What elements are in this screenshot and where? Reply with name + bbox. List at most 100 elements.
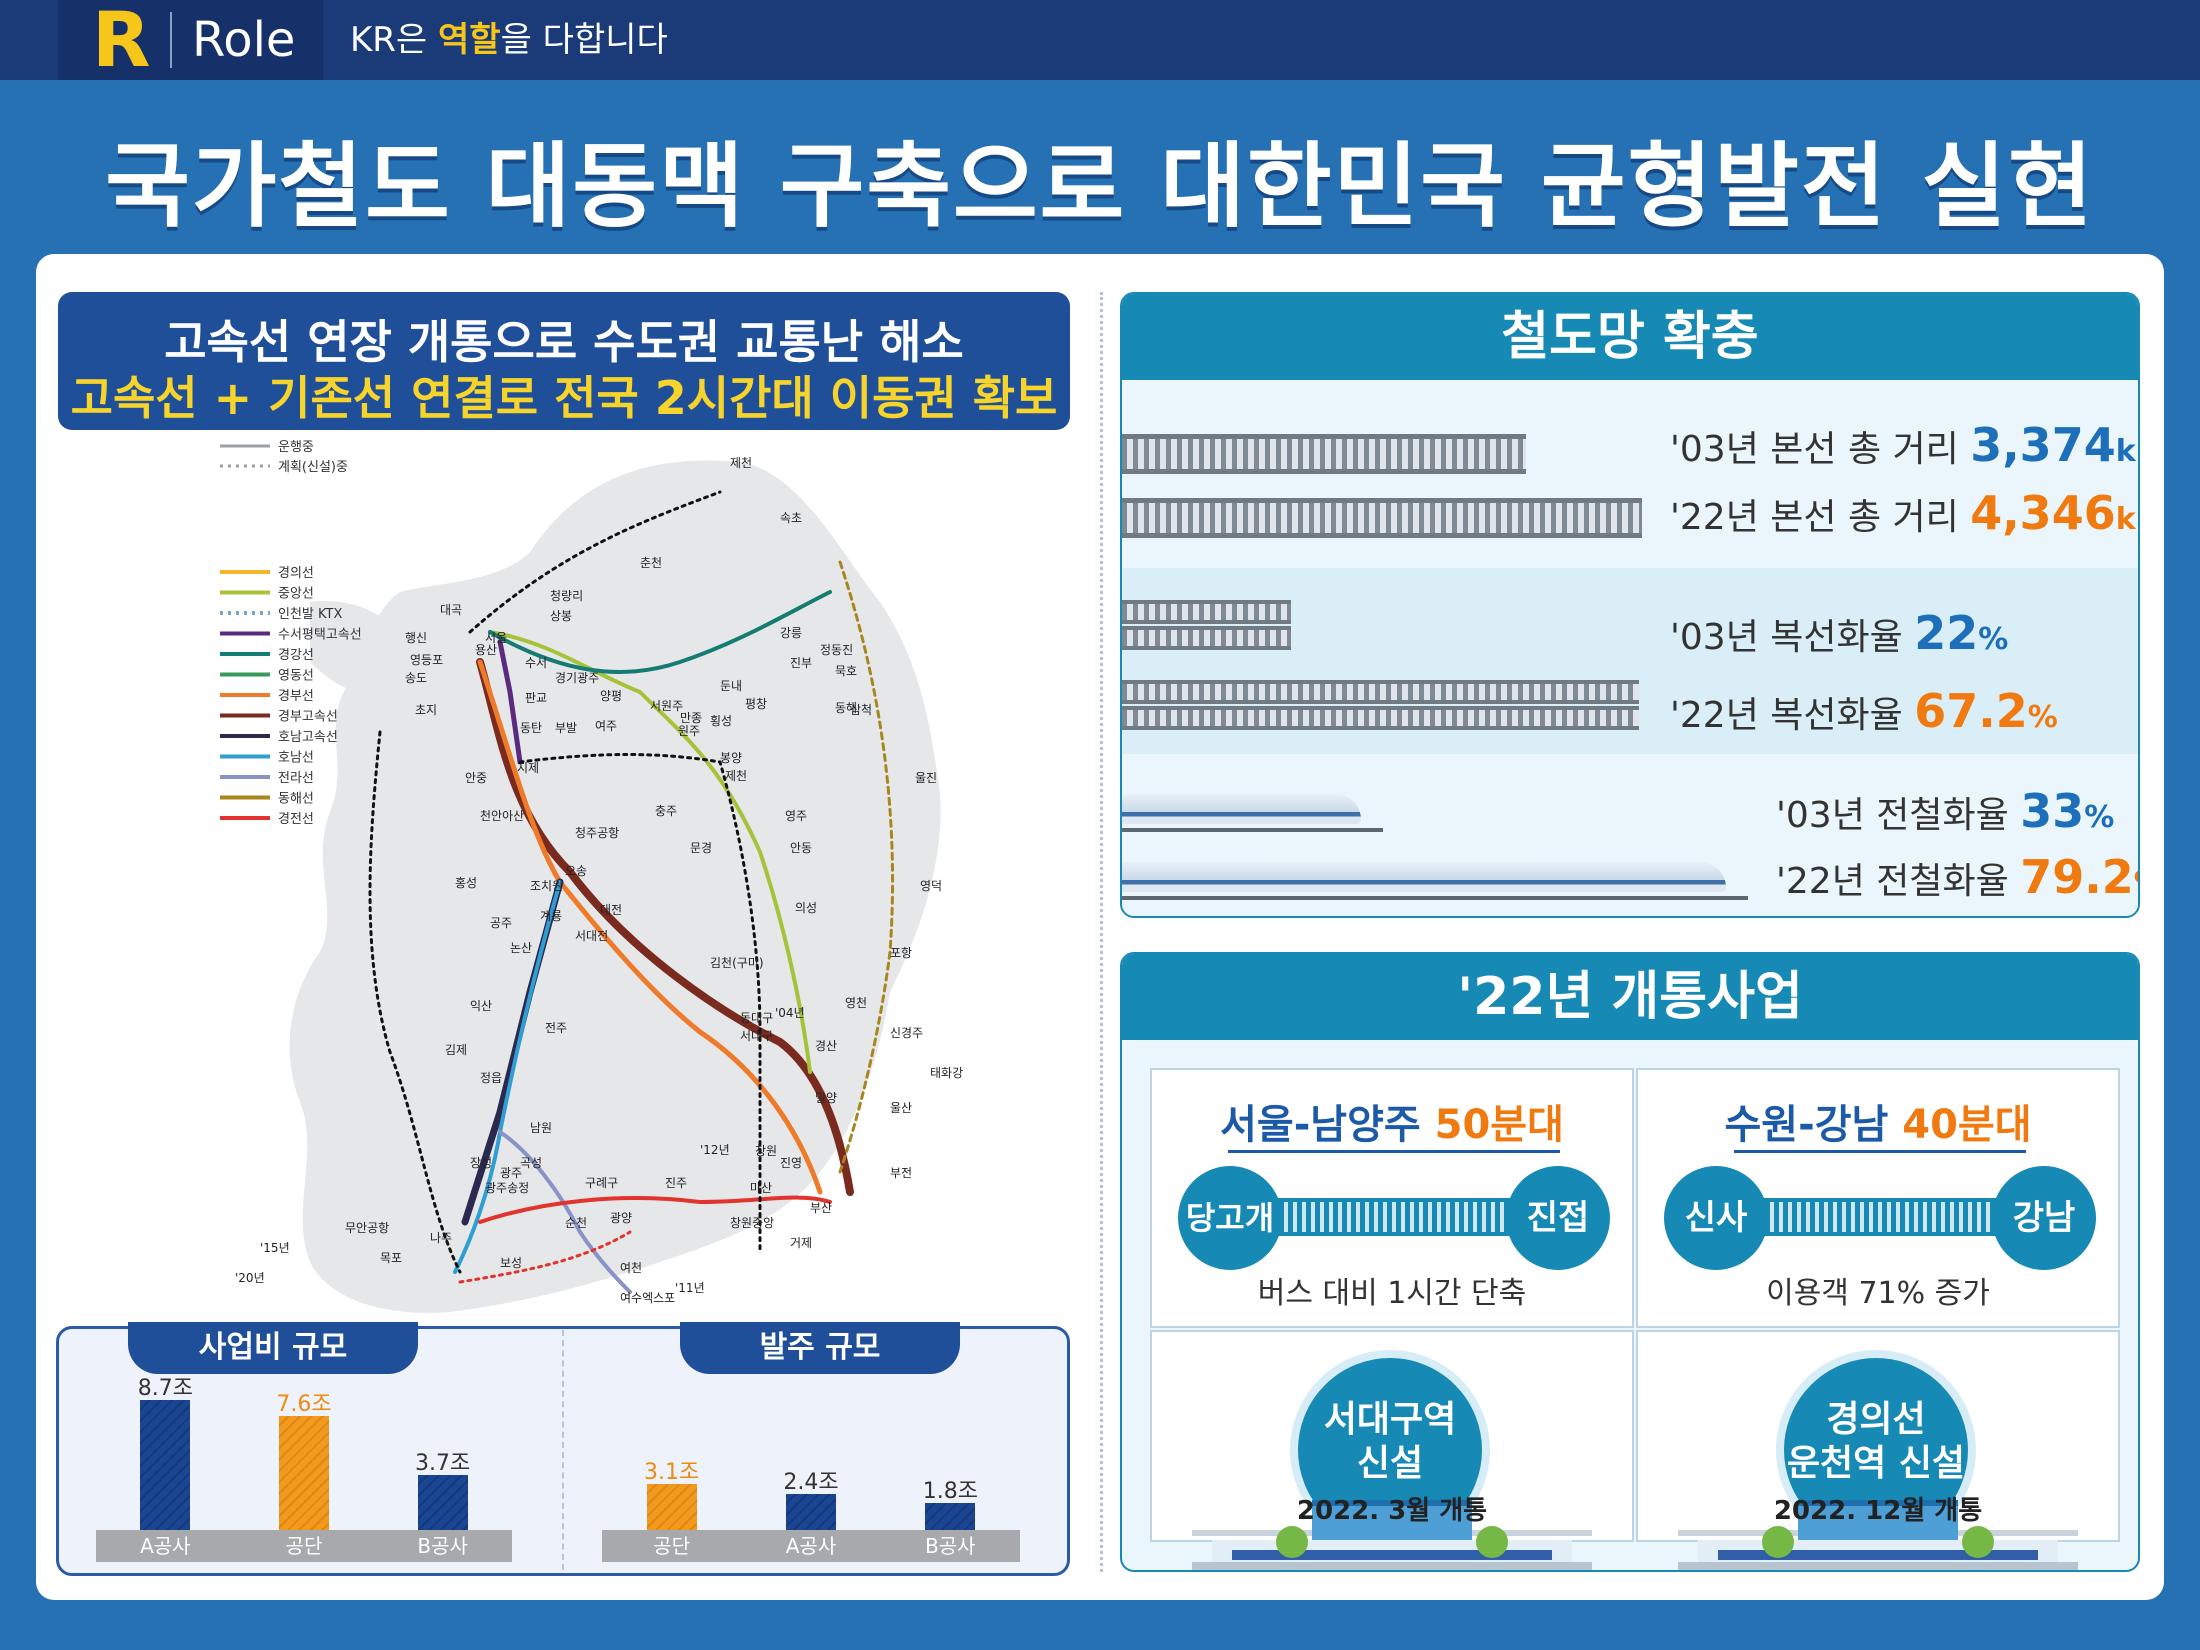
station-name: 서대구역 신설 xyxy=(1298,1398,1482,1486)
map-label: 영덕 xyxy=(920,879,942,893)
stat-unit: % xyxy=(2084,800,2115,835)
route-note: 버스 대비 1시간 단축 xyxy=(1257,1276,1527,1311)
network-stat: '03년 전철화율 33% xyxy=(1776,784,2114,838)
openings-title: '22년 개통사업 xyxy=(1122,954,2138,1040)
map-label: 서원주 xyxy=(650,699,683,713)
map-label: 정동진 xyxy=(820,643,853,657)
map-label: '04년 xyxy=(775,1006,805,1020)
line-jeolla xyxy=(498,1130,632,1294)
route-title-time: 50분대 xyxy=(1434,1102,1564,1148)
chart-category-label: A공사 xyxy=(785,1534,837,1558)
map-label: 판교 xyxy=(525,691,547,705)
stat-value: 4,346 xyxy=(1970,486,2116,540)
route-title-main: 수원-강남 xyxy=(1724,1102,1903,1148)
left-headline-box: 고속선 연장 개통으로 수도권 교통난 해소 고속선 + 기존선 연결로 전국 … xyxy=(58,292,1070,430)
map-label: 춘천 xyxy=(640,555,662,570)
route-title: 서울-남양주 50분대 xyxy=(1152,1092,1632,1150)
legend-status-label: 계획(신설)중 xyxy=(278,460,348,475)
stat-value: 22 xyxy=(1914,606,1979,660)
chart-value-label: 2.4조 xyxy=(783,1470,839,1496)
openings-panel: '22년 개통사업 서울-남양주 50분대 당고개 진접 버스 대비 1시간 단… xyxy=(1120,952,2140,1572)
legend-line-label: 중앙선 xyxy=(278,587,314,602)
map-label: 상봉 xyxy=(550,609,572,623)
chart-value-label: 1.8조 xyxy=(922,1479,978,1505)
stat-label: '03년 본선 총 거리 xyxy=(1670,429,1971,470)
map-label: 논산 xyxy=(510,941,532,955)
map-label: 남원 xyxy=(530,1121,552,1135)
stat-label: '22년 전철화율 xyxy=(1776,861,2021,902)
route-card-suwon-gangnam: 수원-강남 40분대 신사 강남 이용객 71% 증가 xyxy=(1636,1068,2120,1328)
map-label: 청주공항 xyxy=(575,826,619,840)
title-underline xyxy=(1228,1150,1560,1153)
map-label: 광양 xyxy=(610,1211,632,1225)
station-card-seodaegu: 서대구역 신설 2022. 3월 개통 xyxy=(1150,1330,1634,1570)
stat-value: 79.2 xyxy=(2020,850,2134,904)
map-label: 평창 xyxy=(745,697,767,711)
map-label: 여수엑스포 xyxy=(620,1291,675,1305)
map-label: 순천 xyxy=(565,1215,587,1230)
chart-category-label: A공사 xyxy=(140,1534,191,1558)
chart-category-label: 공단 xyxy=(653,1534,691,1558)
double-track-bar xyxy=(1122,680,1640,704)
map-label: 지제 xyxy=(517,761,539,775)
title-underline xyxy=(1734,1150,2026,1153)
logo-block xyxy=(58,0,323,80)
map-label: 여주 xyxy=(595,719,617,733)
map-label: 송도 xyxy=(405,671,427,685)
map-label: 대전 xyxy=(600,903,622,917)
legend-line-label: 경전선 xyxy=(278,812,314,827)
network-stat: '22년 복선화율 67.2% xyxy=(1670,684,2058,738)
map-label: '15년 xyxy=(260,1241,290,1255)
route-card-seoul-namyangju: 서울-남양주 50분대 당고개 진접 버스 대비 1시간 단축 xyxy=(1150,1068,1634,1328)
map-label: 진주 xyxy=(665,1176,687,1190)
stat-unit: km xyxy=(2115,502,2138,537)
map-label: 묵호 xyxy=(835,664,857,678)
headline-line-2: 고속선 + 기존선 연결로 전국 2시간대 이동권 확보 xyxy=(70,371,1058,425)
map-label: 문경 xyxy=(690,841,712,855)
double-track-bar xyxy=(1122,600,1292,624)
map-label: 마산 xyxy=(750,1181,772,1195)
map-label: 봉양 xyxy=(720,751,742,765)
stat-label: '03년 전철화율 xyxy=(1776,795,2021,836)
map-label: 곡성 xyxy=(520,1156,542,1170)
route-title-main: 서울-남양주 xyxy=(1220,1102,1435,1148)
map-label: 울진 xyxy=(915,771,937,785)
route-track xyxy=(1738,1198,2022,1236)
line-gyeonggang xyxy=(488,590,832,674)
line-suseo xyxy=(497,639,523,765)
map-label: 천안아산 xyxy=(480,808,524,823)
double-track-bar xyxy=(1122,626,1292,650)
electrified-rail xyxy=(1122,828,1383,832)
chart-title: 사업비 규모 xyxy=(128,1322,418,1374)
map-label: 제천 xyxy=(730,455,752,470)
line-planned-central xyxy=(518,753,762,1254)
line-gyeongbu xyxy=(477,659,823,1195)
map-label: 홍성 xyxy=(455,876,477,890)
route-title-time: 40분대 xyxy=(1902,1102,2032,1148)
line-planned-east xyxy=(468,490,722,634)
map-label: 태화강 xyxy=(930,1066,963,1080)
electrified-rail xyxy=(1122,896,1748,900)
top-bar: R Role KR은 역할을 다합니다 xyxy=(0,0,2200,80)
map-label: 창원중앙 xyxy=(730,1216,774,1230)
map-label: 속초 xyxy=(780,511,802,525)
legend-line-label: 호남선 xyxy=(278,751,314,766)
chart-value-label: 7.6조 xyxy=(276,1392,332,1418)
chart-bar xyxy=(279,1416,329,1530)
chart-value-label: 8.7조 xyxy=(137,1376,193,1401)
chart-category-label: B공사 xyxy=(417,1534,468,1558)
map-label: 광주송정 xyxy=(485,1181,529,1195)
map-label: 부발 xyxy=(555,721,577,735)
stat-label: '03년 복선화율 xyxy=(1670,617,1915,658)
route-title: 수원-강남 40분대 xyxy=(1638,1092,2118,1150)
map-label: 수서 xyxy=(525,656,547,670)
double-track-bar xyxy=(1122,706,1640,730)
map-label: 용산 xyxy=(475,643,497,657)
map-label: 영천 xyxy=(845,995,867,1010)
train-illustration xyxy=(1122,862,1726,892)
chart-category-label: 공단 xyxy=(285,1534,323,1558)
opening-date: 2022. 12월 개통 xyxy=(1773,1496,1983,1526)
network-title: 철도망 확충 xyxy=(1122,294,2138,380)
tagline: KR은 역할을 다합니다 xyxy=(350,20,668,60)
